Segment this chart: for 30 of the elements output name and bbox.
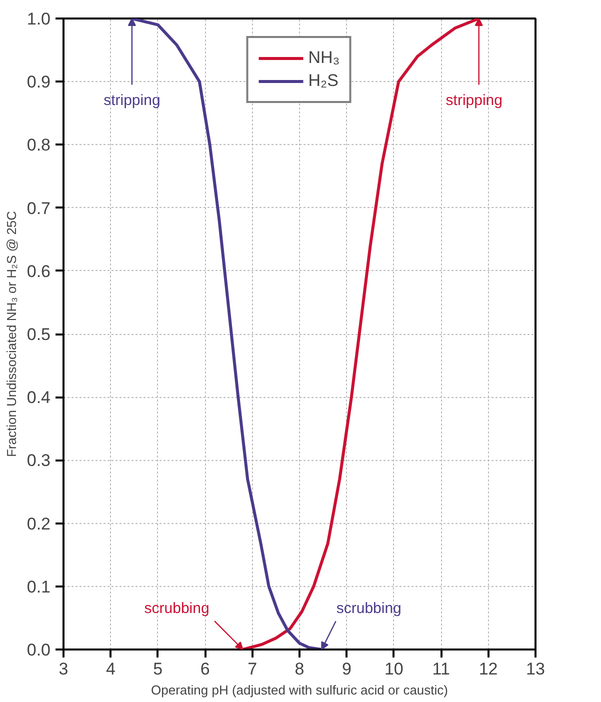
y-tick-label: 0.7 <box>26 198 51 218</box>
y-tick-label: 0.1 <box>26 577 51 596</box>
x-tick-label: 3 <box>58 660 68 678</box>
legend-label: H₂S <box>308 71 338 91</box>
y-tick-label: 0.0 <box>26 640 51 660</box>
annotation: scrubbing <box>144 600 210 617</box>
y-tick-label: 0.3 <box>26 451 51 470</box>
y-tick-label: 0.4 <box>26 388 51 408</box>
x-tick-label: 8 <box>294 660 304 678</box>
x-tick-label: 13 <box>526 660 545 678</box>
y-tick-label: 0.6 <box>26 262 51 281</box>
x-tick-label: 7 <box>248 660 258 678</box>
annotation: stripping <box>446 92 502 110</box>
annotation: stripping <box>104 92 160 110</box>
x-tick-label: 9 <box>342 660 352 678</box>
x-tick-label: 4 <box>106 660 116 678</box>
legend-label: NH₃ <box>308 48 340 68</box>
annotation: scrubbing <box>336 600 402 617</box>
x-tick-label: 6 <box>200 660 210 678</box>
y-tick-label: 1.0 <box>26 10 51 28</box>
x-axis-title: Operating pH (adjusted with sulfuric acid or caustic) <box>151 682 448 698</box>
y-axis-title: Fraction Undissociated NH₃ or H₂S @ 25C <box>4 210 19 458</box>
x-tick-label: 10 <box>384 660 404 678</box>
x-tick-label: 5 <box>153 660 163 678</box>
y-tick-label: 0.2 <box>26 514 51 534</box>
y-tick-label: 0.5 <box>26 325 51 344</box>
x-tick-label: 12 <box>478 660 498 678</box>
y-tick-label: 0.9 <box>26 72 51 92</box>
y-tick-label: 0.8 <box>26 136 51 155</box>
x-tick-label: 11 <box>432 660 450 678</box>
